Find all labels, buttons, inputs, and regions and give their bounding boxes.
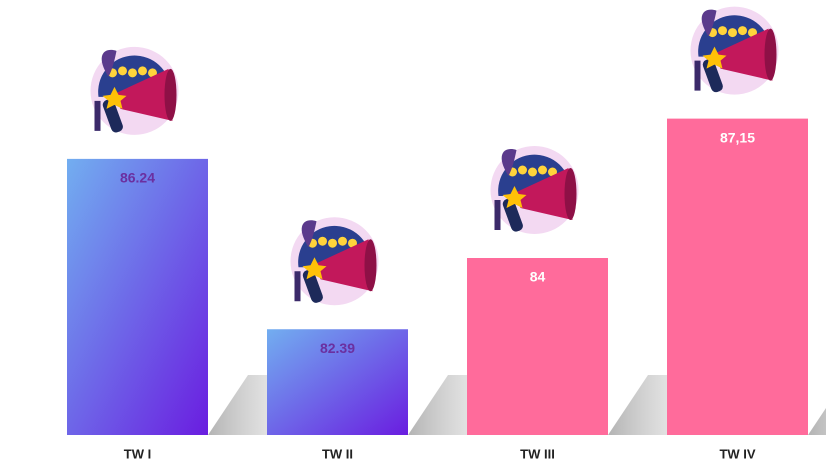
x-tick-label: TW I [124, 446, 151, 461]
icon-megaphone [116, 68, 173, 121]
icon-star [518, 165, 527, 175]
icon-star-big [502, 186, 527, 208]
megaphone-icon [90, 46, 179, 135]
icon-bell [164, 68, 177, 121]
icon-figure [694, 60, 701, 91]
megaphone-icon [290, 217, 379, 306]
icon-star [118, 66, 127, 76]
icon-star [328, 238, 337, 248]
megaphone-icon [490, 146, 579, 234]
icon-megaphone [516, 168, 573, 220]
icon-star-big [702, 46, 727, 69]
bar-shadow [808, 408, 826, 435]
bar [67, 158, 208, 435]
icon-leaf [101, 49, 117, 77]
value-label: 87,15 [720, 129, 755, 145]
value-label: 84 [530, 269, 546, 285]
icon-leaf [501, 149, 517, 176]
icon-star [338, 236, 347, 246]
value-label: 82.39 [320, 340, 355, 356]
x-tick-label: TW II [322, 446, 353, 461]
icon-star [528, 167, 537, 177]
megaphone-icon [690, 6, 779, 95]
icon-star [548, 167, 557, 177]
icon-megaphone [716, 28, 773, 81]
icon-leaf [701, 9, 717, 37]
value-label: 86.24 [120, 170, 155, 186]
icon-figure [94, 100, 101, 131]
icon-star [348, 238, 357, 248]
icon-star [738, 26, 747, 36]
bar [267, 329, 408, 435]
icon-figure [294, 271, 301, 302]
icon-star-big [102, 86, 127, 109]
x-tick-label: TW IV [719, 446, 755, 461]
icon-bell [564, 168, 577, 220]
icon-figure [494, 200, 501, 230]
icon-star [128, 68, 137, 78]
icon-star [138, 66, 147, 76]
bar [667, 118, 808, 436]
icon-star [148, 68, 157, 78]
icon-megaphone [316, 239, 373, 292]
icon-bell [764, 28, 777, 81]
icon-star-big [302, 257, 327, 280]
icon-star [318, 236, 327, 246]
icon-star [728, 28, 737, 38]
icon-star [748, 28, 757, 38]
x-tick-label: TW III [520, 446, 555, 461]
bar [467, 258, 608, 435]
icon-star [538, 165, 547, 175]
icon-bell [364, 239, 377, 292]
icon-star [718, 26, 727, 36]
icon-leaf [301, 220, 317, 248]
